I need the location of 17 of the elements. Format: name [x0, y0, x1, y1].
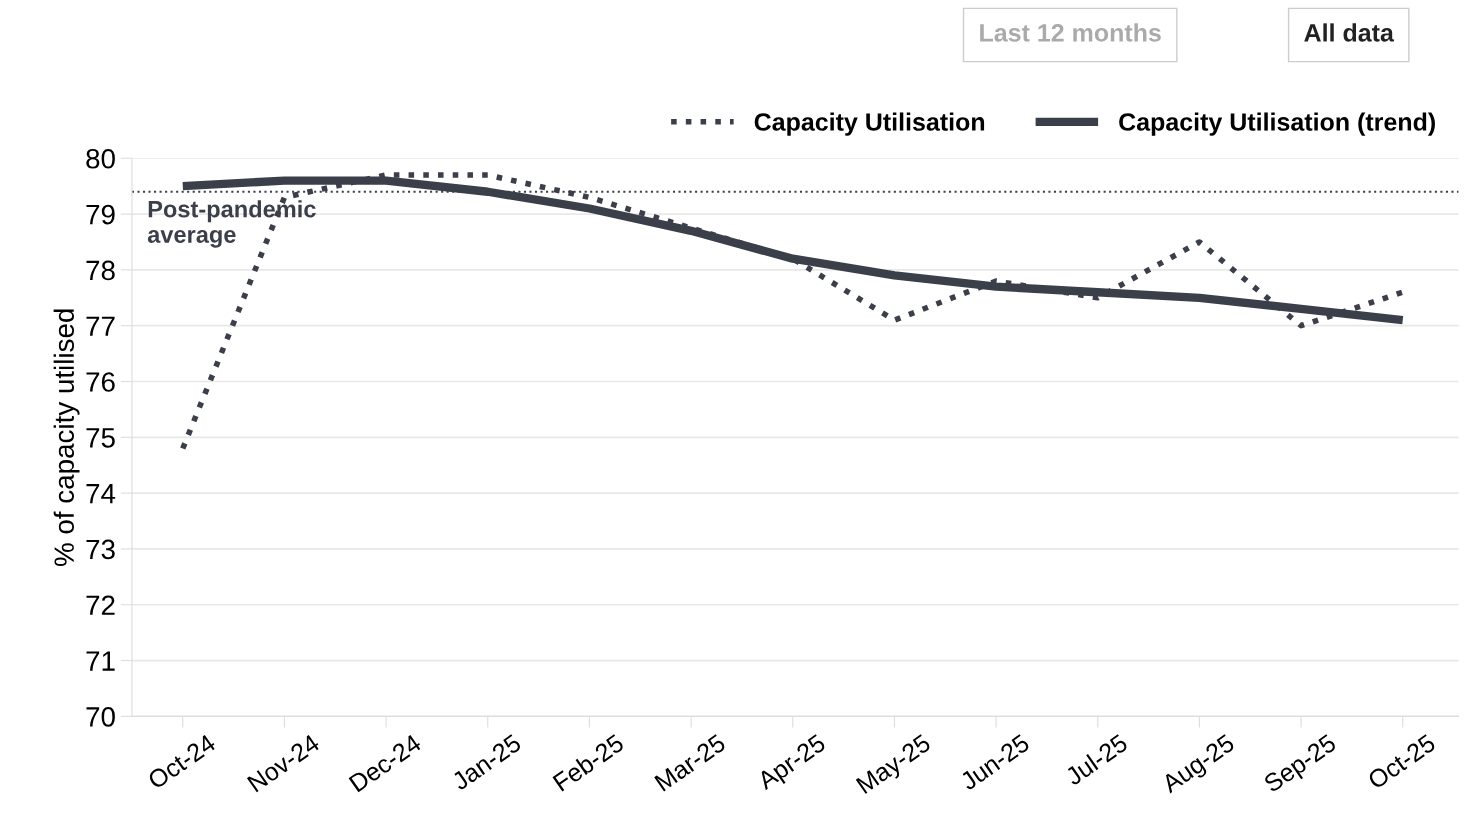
y-tick-label: 76	[86, 372, 115, 392]
y-tick-label: 79	[86, 204, 115, 225]
legend-label: Capacity Utilisation (trend)	[1119, 112, 1435, 136]
y-tick-label: 70	[86, 707, 115, 727]
y-tick-label: 77	[86, 316, 115, 336]
y-tick-label: 71	[86, 651, 115, 671]
y-tick-label: 78	[86, 260, 115, 281]
text: Last 12 months	[980, 23, 1161, 42]
ref-line-label: Post-pandemic average	[147, 200, 316, 248]
y-tick-label: 80	[86, 148, 115, 169]
text: All data	[1304, 23, 1395, 42]
legend-label: Capacity Utilisation	[754, 112, 985, 136]
y-tick-label: 74	[86, 484, 116, 504]
y-tick-label: 73	[86, 539, 115, 560]
y-tick-label: 75	[86, 428, 115, 448]
y-axis-title: % of capacity utilised	[53, 309, 80, 567]
y-tick-label: 72	[86, 595, 115, 615]
